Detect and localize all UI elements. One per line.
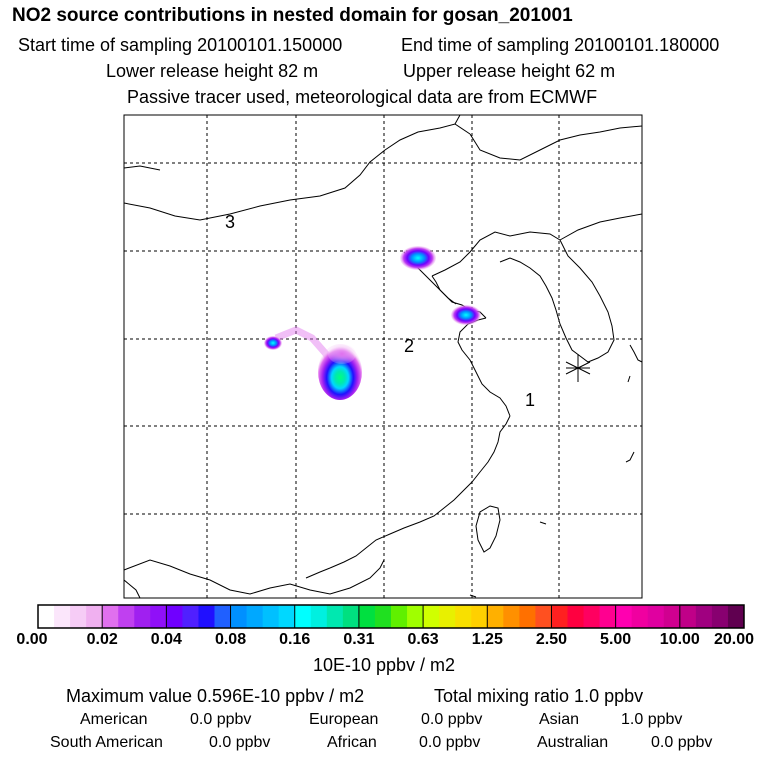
colorbar-tick-label: 10.00 (659, 631, 700, 648)
group-african-name: African (327, 734, 377, 751)
group-american-name: American (80, 711, 148, 728)
group-european-value: 0.0 ppbv (421, 711, 483, 728)
max-value-label: Maximum value 0.596E-10 ppbv / m2 (66, 686, 365, 706)
colorbar-swatch (631, 605, 649, 628)
group-australian-name: Australian (537, 734, 609, 751)
group-european-name: European (309, 711, 379, 728)
region-label-3: 3 (225, 212, 235, 232)
map-title: NO2 source contributions in nested domai… (12, 5, 573, 26)
colorbar-swatch (535, 605, 552, 628)
colorbar-swatch (695, 605, 713, 628)
meteorology-note: Passive tracer used, meteorological data… (127, 87, 598, 107)
colorbar-tick-label: 0.02 (86, 631, 118, 648)
colorbar-swatch (70, 605, 87, 628)
colorbar-swatch (86, 605, 103, 628)
colorbar-swatch (471, 605, 488, 628)
colorbar-swatch (374, 605, 392, 628)
colorbar-swatch (599, 605, 617, 628)
colorbar-swatch (551, 605, 568, 628)
colorbar-swatch (262, 605, 280, 628)
coastlines (123, 114, 643, 599)
colorbar-swatch (615, 605, 633, 628)
end-time-label: End time of sampling 20100101.180000 (401, 35, 720, 55)
colorbar-swatch (230, 605, 248, 628)
group-asian-value: 1.0 ppbv (621, 711, 683, 728)
region-label-2: 2 (404, 336, 414, 356)
colorbar-swatch (278, 605, 296, 628)
colorbar-tick-label: 0.63 (407, 631, 439, 648)
colorbar-swatch (134, 605, 151, 628)
colorbar-swatch (358, 605, 376, 628)
colorbar-swatch (711, 605, 729, 628)
colorbar-swatch (487, 605, 504, 628)
graticule (124, 115, 642, 598)
colorbar-tick-label: 0.00 (16, 631, 48, 648)
colorbar-swatch (198, 605, 215, 628)
group-african-value: 0.0 ppbv (419, 734, 481, 751)
colorbar-tick-label: 0.16 (279, 631, 311, 648)
colorbar-swatch (150, 605, 167, 628)
colorbar-swatch (342, 605, 360, 628)
colorbar-unit-label: 10E-10 ppbv / m2 (312, 655, 456, 675)
colorbar-tick-label: 2.50 (535, 631, 568, 648)
colorbar-tick-label: 0.04 (150, 631, 182, 648)
colorbar-swatch (519, 605, 536, 628)
total-mixing-ratio-label: Total mixing ratio 1.0 ppbv (434, 686, 644, 706)
map-frame (123, 114, 643, 599)
group-south-american-name: South American (50, 734, 163, 751)
colorbar-tick-label: 0.08 (214, 631, 247, 648)
colorbar-swatch (583, 605, 601, 628)
start-time-label: Start time of sampling 20100101.150000 (18, 35, 343, 55)
plume-main-upper (328, 344, 356, 364)
colorbar-tick-label: 5.00 (600, 631, 632, 648)
colorbar-swatch (294, 605, 312, 628)
colorbar-tick-label: 20.00 (713, 631, 755, 648)
receptor-star-icon (565, 354, 591, 382)
colorbar-swatch (679, 605, 697, 628)
colorbar-swatch (214, 605, 232, 628)
colorbar-swatch (647, 605, 665, 628)
group-asian-name: Asian (539, 711, 580, 728)
colorbar-swatch (407, 605, 424, 628)
colorbar-swatch (118, 605, 135, 628)
colorbar-swatch (439, 605, 456, 628)
colorbar-swatch (54, 605, 71, 628)
colorbar-swatch (246, 605, 264, 628)
colorbar-swatch (182, 605, 199, 628)
colorbar-swatch (102, 605, 119, 628)
colorbar-swatch (503, 605, 520, 628)
upper-release-height-label: Upper release height 62 m (403, 61, 616, 81)
colorbar-swatch (166, 605, 183, 628)
plume-west (264, 336, 282, 350)
colorbar-swatch (38, 605, 55, 628)
colorbar-swatch (663, 605, 681, 628)
colorbar-tick-label: 1.25 (471, 631, 503, 648)
concentration-field (264, 246, 481, 400)
colorbar-swatch (727, 605, 745, 628)
group-american-value: 0.0 ppbv (190, 711, 252, 728)
colorbar-tick-label: 0.31 (343, 631, 375, 648)
colorbar-swatch (455, 605, 472, 628)
colorbar-swatch (310, 605, 328, 628)
lower-release-height-label: Lower release height 82 m (106, 61, 319, 81)
colorbar-swatch (423, 605, 440, 628)
colorbar-border (37, 604, 745, 629)
plume-beijing (400, 246, 436, 270)
colorbar-swatch (567, 605, 585, 628)
plume-tianjin (451, 305, 481, 325)
colorbar-swatch (391, 605, 408, 628)
region-label-1: 1 (525, 390, 535, 410)
group-australian-value: 0.0 ppbv (651, 734, 713, 751)
colorbar (37, 604, 745, 629)
colorbar-swatch (326, 605, 344, 628)
group-south-american-value: 0.0 ppbv (209, 734, 271, 751)
